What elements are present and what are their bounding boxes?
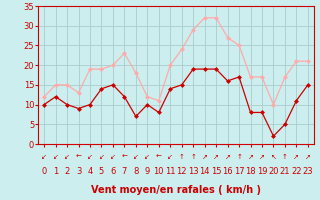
Text: ↙: ↙: [133, 154, 139, 160]
Text: 19: 19: [257, 167, 267, 176]
Text: ↗: ↗: [225, 154, 230, 160]
Text: ←: ←: [76, 154, 82, 160]
Text: 18: 18: [245, 167, 256, 176]
Text: ↙: ↙: [87, 154, 93, 160]
Text: 13: 13: [188, 167, 198, 176]
Text: 7: 7: [122, 167, 127, 176]
Text: 11: 11: [165, 167, 175, 176]
Text: ↖: ↖: [270, 154, 276, 160]
Text: ↗: ↗: [202, 154, 208, 160]
Text: 0: 0: [42, 167, 47, 176]
Text: ↙: ↙: [110, 154, 116, 160]
Text: 21: 21: [280, 167, 290, 176]
Text: ↙: ↙: [99, 154, 104, 160]
Text: 2: 2: [64, 167, 70, 176]
Text: Vent moyen/en rafales ( km/h ): Vent moyen/en rafales ( km/h ): [91, 185, 261, 195]
Text: 22: 22: [291, 167, 302, 176]
Text: 1: 1: [53, 167, 58, 176]
Text: 14: 14: [199, 167, 210, 176]
Text: ↙: ↙: [167, 154, 173, 160]
Text: 5: 5: [99, 167, 104, 176]
Text: ↙: ↙: [144, 154, 150, 160]
Text: ↗: ↗: [248, 154, 253, 160]
Text: ↗: ↗: [259, 154, 265, 160]
Text: ↙: ↙: [41, 154, 47, 160]
Text: ←: ←: [122, 154, 127, 160]
Text: ←: ←: [156, 154, 162, 160]
Text: 20: 20: [268, 167, 279, 176]
Text: ↑: ↑: [179, 154, 185, 160]
Text: ↗: ↗: [213, 154, 219, 160]
Text: 3: 3: [76, 167, 81, 176]
Text: ↑: ↑: [190, 154, 196, 160]
Text: 12: 12: [177, 167, 187, 176]
Text: 10: 10: [154, 167, 164, 176]
Text: ↙: ↙: [53, 154, 59, 160]
Text: 16: 16: [222, 167, 233, 176]
Text: ↗: ↗: [305, 154, 311, 160]
Text: ↑: ↑: [282, 154, 288, 160]
Text: 8: 8: [133, 167, 139, 176]
Text: ↙: ↙: [64, 154, 70, 160]
Text: 23: 23: [302, 167, 313, 176]
Text: 4: 4: [87, 167, 92, 176]
Text: 6: 6: [110, 167, 116, 176]
Text: 9: 9: [145, 167, 150, 176]
Text: 15: 15: [211, 167, 221, 176]
Text: ↗: ↗: [293, 154, 299, 160]
Text: 17: 17: [234, 167, 244, 176]
Text: ↑: ↑: [236, 154, 242, 160]
